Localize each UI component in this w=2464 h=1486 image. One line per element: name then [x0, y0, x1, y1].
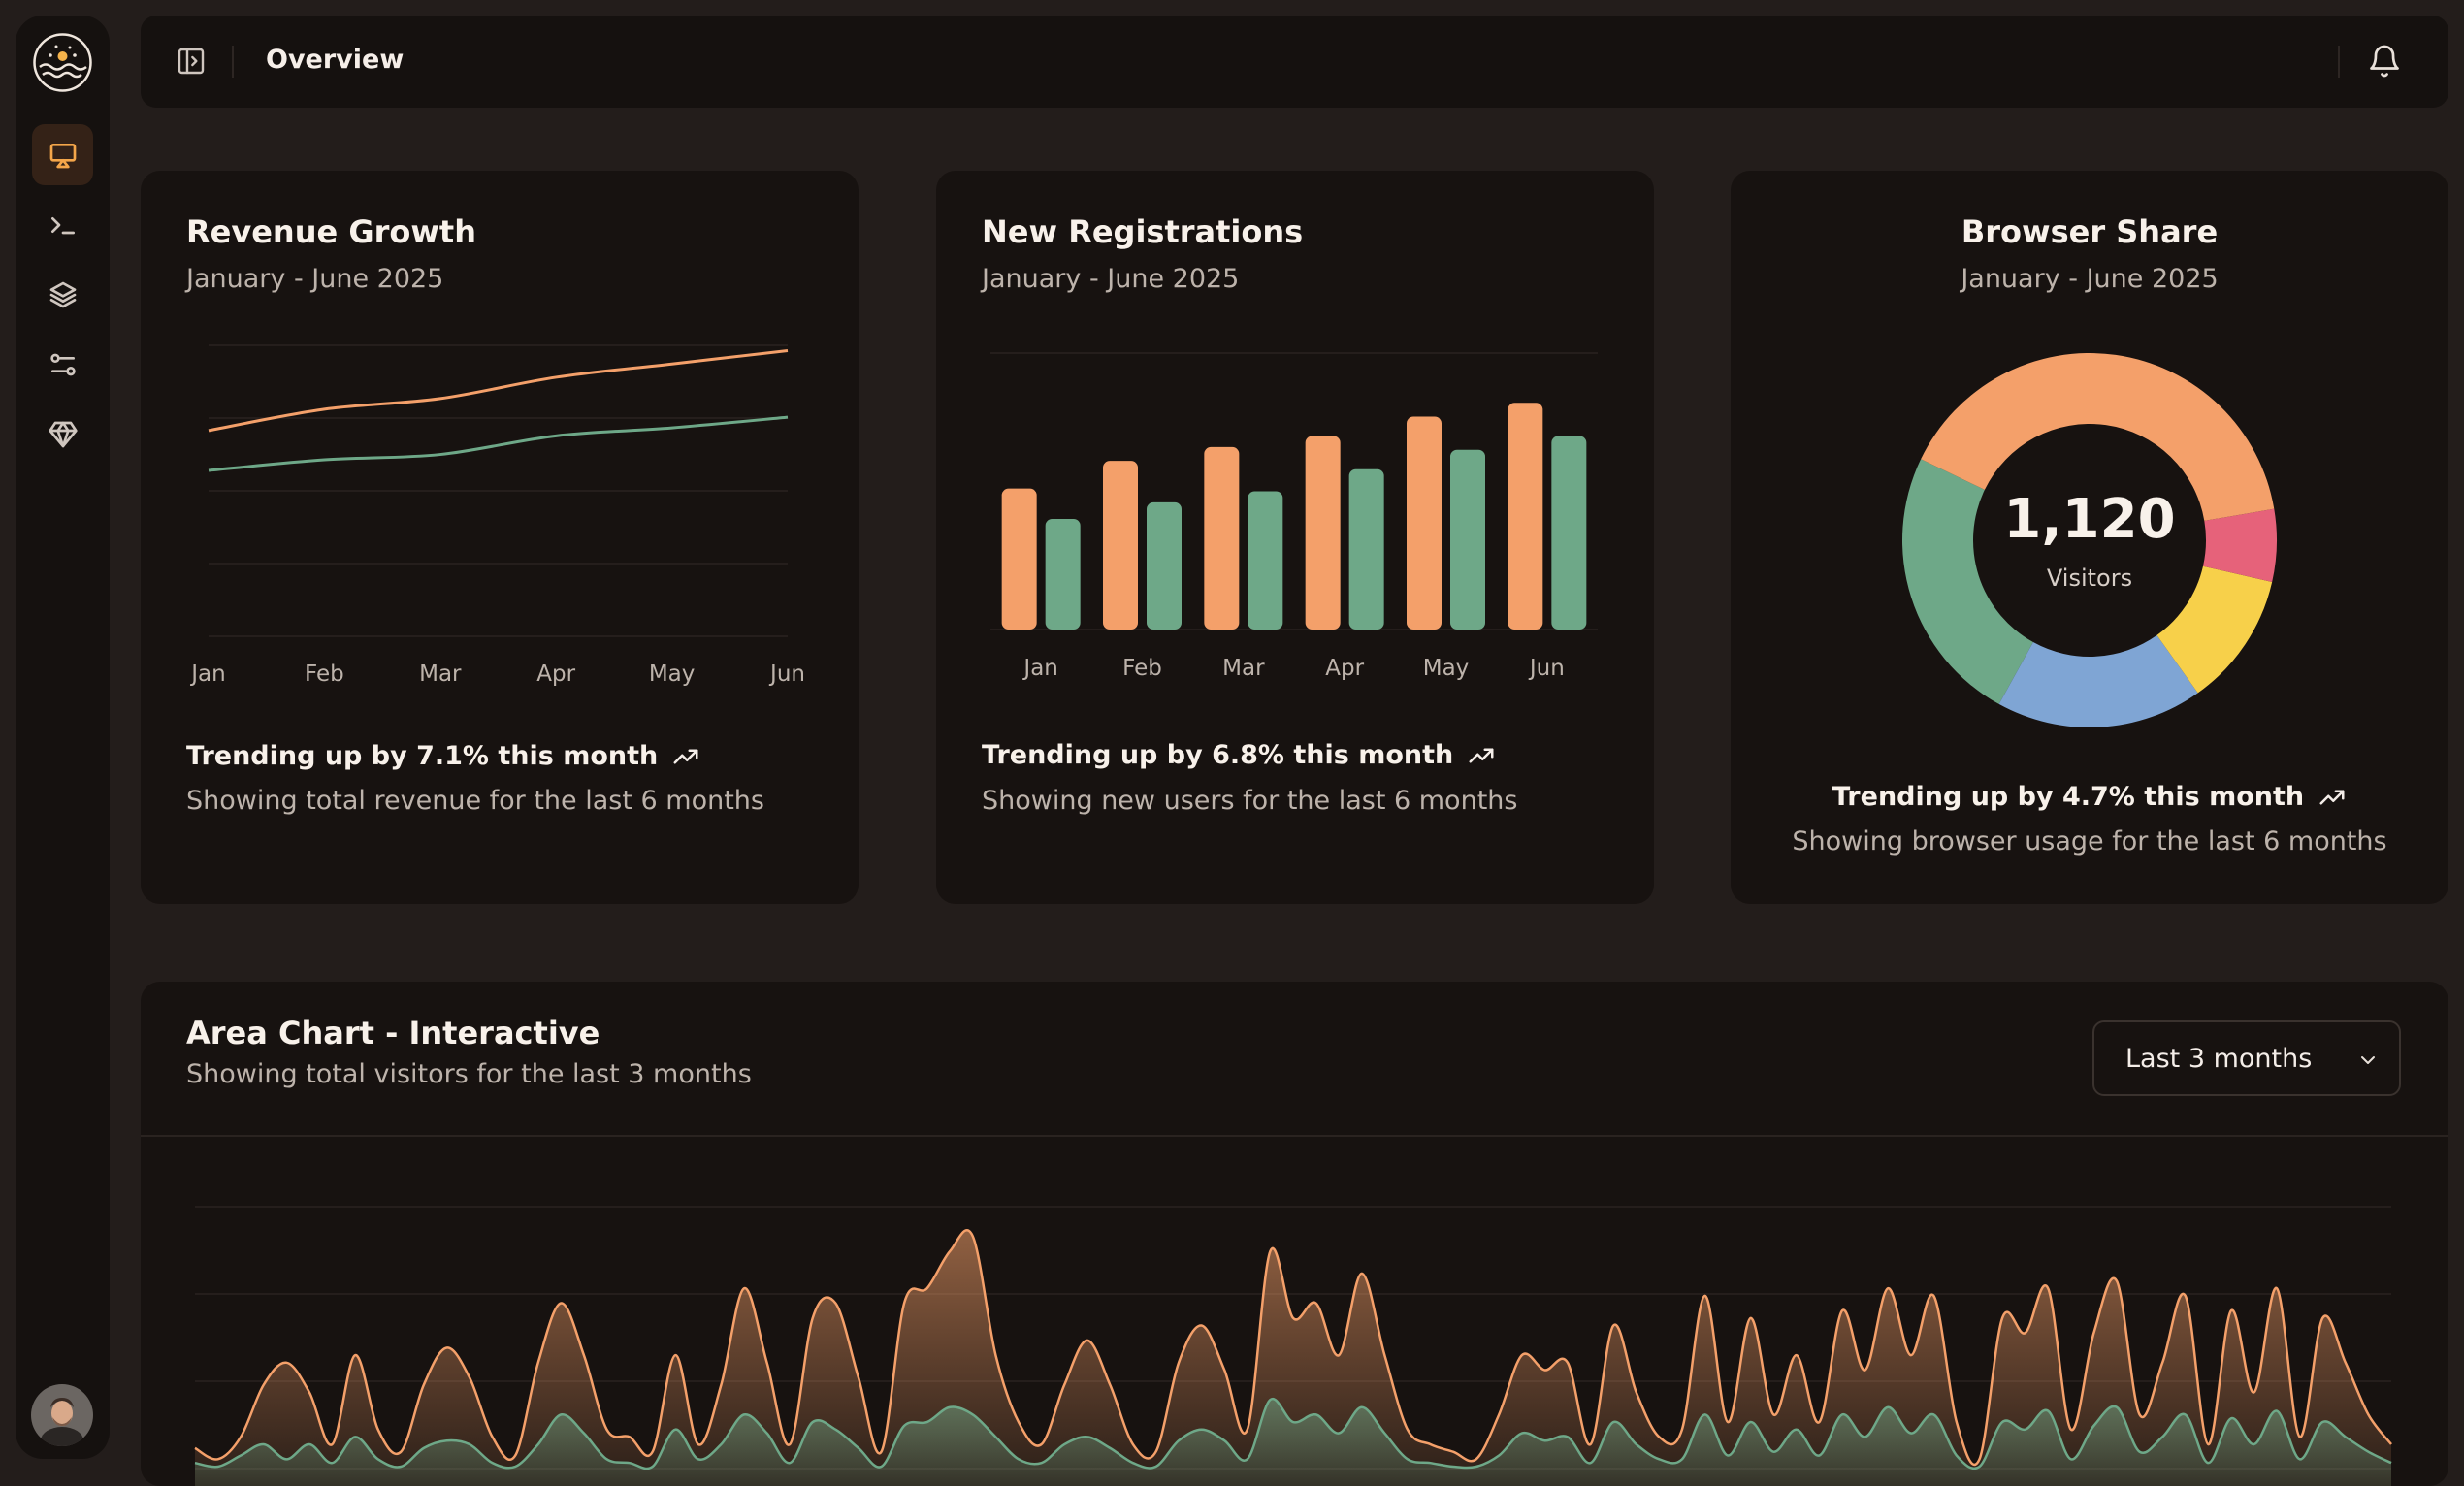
orange-series-line — [208, 349, 789, 433]
trending-up-icon — [673, 749, 698, 763]
card-footer: Showing total revenue for the last 6 mon… — [186, 786, 764, 816]
orange-area-line — [194, 1228, 2392, 1467]
card-subtitle: January - June 2025 — [186, 264, 444, 294]
x-tick-label: Jan — [1021, 656, 1057, 681]
x-tick-label: Jun — [768, 662, 805, 687]
card-subtitle: Showing total visitors for the last 3 mo… — [186, 1059, 752, 1089]
x-tick-label: Jan — [189, 662, 225, 687]
trend-row: Trending up by 6.8% this month — [982, 740, 1496, 770]
range-select[interactable]: Last 3 months — [2092, 1020, 2401, 1096]
green-bar — [1551, 436, 1587, 630]
orange-bar — [1103, 461, 1138, 630]
range-select-value: Last 3 months — [2125, 1043, 2313, 1074]
divider — [141, 1135, 2448, 1137]
x-tick-label: Apr — [1325, 656, 1364, 681]
pink-slice — [2202, 508, 2277, 582]
gem-icon — [48, 421, 78, 447]
orange-bar — [1305, 436, 1341, 630]
green-bar — [1045, 519, 1081, 630]
top-bar: Overview — [141, 16, 2448, 108]
sidebar-item-presentation[interactable] — [32, 124, 93, 185]
area-chart-card: Area Chart - Interactive Showing total v… — [141, 982, 2448, 1486]
orange-bar — [1204, 446, 1240, 630]
trend-text: Trending up by 7.1% this month — [186, 741, 659, 771]
card-footer: Showing new users for the last 6 months — [982, 786, 1518, 816]
page-title: Overview — [266, 45, 405, 75]
trend-row: Trending up by 7.1% this month — [186, 741, 700, 771]
card-title: Browser Share — [1961, 213, 2219, 250]
card-title: New Registrations — [982, 213, 1304, 250]
x-tick-label: Feb — [305, 662, 344, 687]
green-bar — [1248, 491, 1283, 630]
green-bar — [1348, 468, 1384, 630]
x-tick-label: Jun — [1528, 656, 1565, 681]
donut-center-value: 1,120 — [2003, 488, 2175, 551]
green-slice — [1902, 459, 2033, 704]
avatar[interactable] — [31, 1384, 93, 1446]
yellow-slice — [2156, 565, 2273, 694]
x-tick-label: Mar — [419, 662, 462, 687]
green-area-line — [194, 1397, 2392, 1470]
x-tick-label: May — [1423, 656, 1470, 681]
card-footer: Showing browser usage for the last 6 mon… — [1792, 826, 2387, 856]
x-tick-label: Feb — [1122, 656, 1162, 681]
blue-slice — [1998, 634, 2198, 727]
registrations-card: New Registrations January - June 2025 Ja… — [936, 171, 1654, 904]
layers-icon — [49, 281, 76, 307]
logo-icon[interactable] — [32, 32, 93, 93]
divider — [2338, 46, 2340, 78]
card-subtitle: January - June 2025 — [982, 264, 1240, 294]
trending-up-icon — [1469, 748, 1494, 762]
orange-slice — [1921, 352, 2275, 521]
sidebar-item-terminal[interactable] — [32, 194, 93, 255]
orange-bar — [1407, 416, 1442, 630]
green-bar — [1147, 501, 1182, 630]
browser-donut-chart: 1,120 Visitors — [1902, 352, 2277, 727]
trend-text: Trending up by 4.7% this month — [1832, 782, 2305, 812]
green-area-fill — [195, 1399, 2391, 1486]
sidebar — [16, 16, 110, 1459]
orange-bar — [1001, 488, 1037, 630]
trending-up-icon — [2319, 790, 2345, 804]
x-tick-label: May — [649, 662, 696, 687]
card-subtitle: January - June 2025 — [1961, 264, 2219, 294]
area-chart — [194, 1206, 2392, 1486]
chevron-down-icon — [2361, 1056, 2375, 1064]
trend-text: Trending up by 6.8% this month — [982, 740, 1454, 770]
green-bar — [1450, 449, 1485, 630]
orange-bar — [1508, 403, 1543, 630]
card-title: Revenue Growth — [186, 213, 476, 250]
terminal-icon — [50, 216, 75, 234]
bell-icon[interactable] — [2367, 44, 2402, 79]
trend-row: Trending up by 4.7% this month — [1731, 782, 2448, 812]
sidebar-item-layers[interactable] — [32, 264, 93, 325]
donut-center-label: Visitors — [2047, 565, 2132, 592]
divider — [232, 46, 234, 78]
x-tick-label: Mar — [1222, 656, 1265, 681]
x-tick-label: Apr — [536, 662, 575, 687]
card-title: Area Chart - Interactive — [186, 1015, 600, 1051]
registrations-bar-chart: Jan Feb Mar Apr May Jun — [990, 352, 1598, 681]
sliders-icon — [49, 353, 76, 375]
revenue-line-chart: Jan Feb Mar Apr May Jun — [189, 344, 805, 687]
sidebar-toggle-icon[interactable] — [176, 46, 207, 77]
browser-card: Browser Share January - June 2025 1,120 … — [1731, 171, 2448, 904]
sidebar-item-settings[interactable] — [32, 334, 93, 395]
sidebar-item-gem[interactable] — [32, 404, 93, 465]
green-series-line — [208, 415, 789, 472]
revenue-card: Revenue Growth January - June 2025 Jan Fe… — [141, 171, 859, 904]
presentation-icon — [49, 143, 76, 168]
